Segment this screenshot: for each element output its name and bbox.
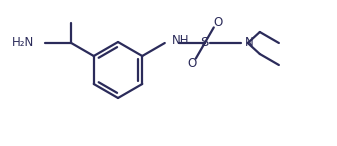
- Text: N: N: [245, 36, 253, 49]
- Text: S: S: [201, 36, 209, 49]
- Text: NH: NH: [172, 33, 189, 46]
- Text: O: O: [187, 57, 196, 70]
- Text: H₂N: H₂N: [12, 36, 34, 49]
- Text: O: O: [213, 16, 222, 29]
